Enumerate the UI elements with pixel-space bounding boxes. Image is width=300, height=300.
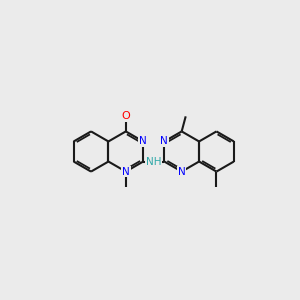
Text: NH: NH [146, 157, 161, 166]
Text: N: N [139, 136, 147, 146]
Text: N: N [178, 167, 186, 177]
Text: N: N [160, 136, 168, 146]
Text: O: O [122, 111, 130, 122]
Text: N: N [122, 167, 130, 177]
